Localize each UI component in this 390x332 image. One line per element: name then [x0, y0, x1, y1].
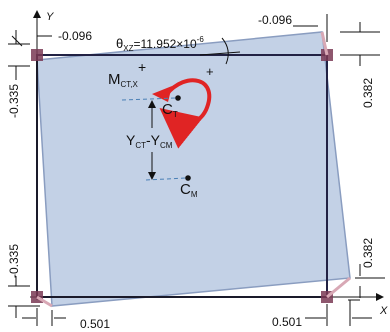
ct-point	[175, 95, 181, 101]
moment-label: MCT,X	[108, 71, 139, 89]
disp-top-left: -0.096	[58, 29, 92, 43]
displaced-link-bl	[36, 295, 53, 308]
theta-ref-line	[199, 51, 241, 56]
x-axis-label: X	[379, 305, 388, 317]
disp-right-lower: 0.382	[361, 238, 375, 268]
theta-arc	[221, 37, 229, 65]
disp-bottom-left: 0.501	[80, 317, 110, 331]
cm-label: CM	[180, 181, 198, 199]
dim-top-left	[8, 28, 52, 80]
dim-left-lower	[8, 276, 40, 318]
ct-ref-line	[121, 97, 177, 101]
disp-left-upper: -0.335	[7, 84, 21, 118]
disp-right-upper: 0.382	[361, 78, 375, 108]
disp-bottom-right: 0.501	[272, 315, 302, 329]
disp-left-lower: -0.335	[7, 244, 21, 278]
dim-top-right	[293, 14, 380, 66]
y-axis-label: Y	[46, 11, 54, 23]
moment-arrow	[159, 78, 212, 149]
cm-point	[185, 175, 191, 181]
dim-bottom	[22, 300, 372, 326]
disp-top-right: -0.096	[258, 13, 292, 27]
node-top-left	[31, 49, 43, 61]
theta-plus: +	[206, 64, 214, 79]
ct-label: CT	[162, 101, 178, 119]
moment-plus: +	[138, 59, 146, 75]
eccentricity-label: YCT-YCM	[126, 132, 173, 150]
theta-label: θXZ=11.952×10-6	[116, 35, 204, 53]
deformed-floor-plate	[36, 31, 351, 307]
displaced-link-tr	[320, 31, 329, 56]
displaced-link-br	[326, 276, 351, 299]
dim-right-lower	[348, 264, 385, 301]
